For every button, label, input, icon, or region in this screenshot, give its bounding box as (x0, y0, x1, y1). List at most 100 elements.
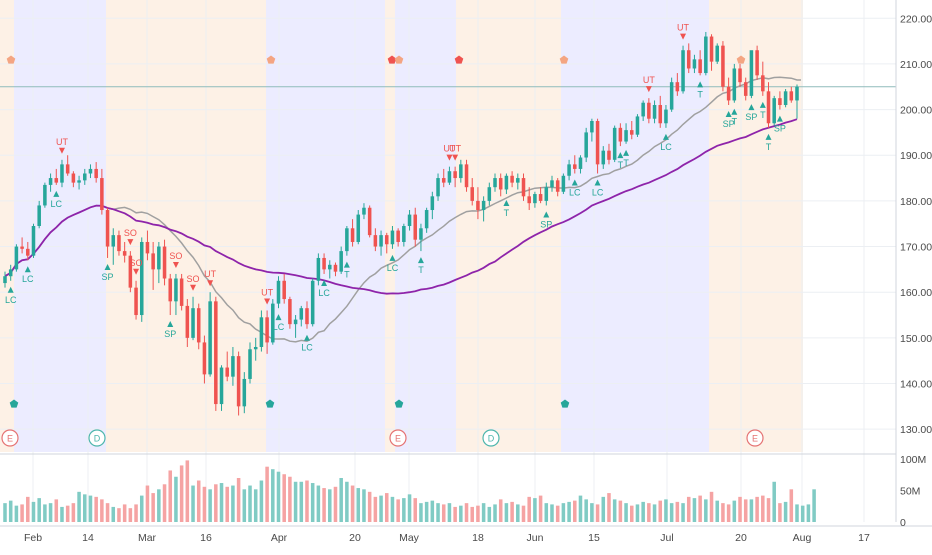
volume-bar-91 (521, 505, 526, 522)
candle-body-132 (755, 50, 759, 76)
volume-bar-0 (3, 503, 7, 522)
candle-body-51 (293, 319, 298, 325)
time-tick-label-12: Aug (793, 532, 812, 544)
candle-94 (538, 187, 543, 204)
volume-bar-92 (527, 496, 531, 522)
top-pentagon-marker-0 (6, 55, 16, 64)
candle-body-81 (464, 164, 469, 188)
candle-92 (527, 187, 531, 211)
volume-bar-130 (743, 499, 748, 522)
candle-body-26 (151, 253, 155, 270)
candle-37 (214, 296, 218, 411)
candle-47 (271, 299, 275, 345)
candle-body-2 (14, 246, 19, 270)
candle-body-115 (658, 105, 663, 124)
candle-body-92 (527, 196, 531, 204)
candle-57 (328, 260, 332, 279)
candle-body-25 (145, 241, 150, 254)
candle-body-43 (248, 349, 252, 379)
candle-body-101 (578, 157, 583, 169)
volume-bar-123 (704, 499, 708, 522)
signal-arrow-12 (275, 314, 282, 321)
candle-127 (726, 77, 731, 106)
event-label-3: D (488, 434, 495, 444)
candle-body-46 (265, 317, 269, 343)
candle-93 (533, 191, 537, 208)
candle-body-121 (692, 59, 697, 69)
volume-bar-10 (60, 506, 64, 522)
candle-79 (453, 166, 457, 188)
candle-body-45 (259, 317, 264, 347)
signal-arrow-16 (389, 254, 396, 261)
candle-body-75 (430, 196, 435, 211)
candle-134 (766, 82, 771, 128)
volume-bar-34 (196, 480, 201, 522)
volume-bar-142 (812, 489, 816, 522)
candle-39 (225, 351, 229, 382)
candle-76 (436, 173, 440, 201)
signal-arrow-18 (446, 154, 453, 161)
candle-body-80 (459, 164, 463, 179)
volume-bar-25 (145, 485, 150, 522)
candle-body-73 (419, 228, 423, 240)
candle-body-91 (521, 178, 526, 197)
candle-20 (117, 230, 121, 256)
volume-bar-35 (202, 486, 207, 522)
candle-body-71 (407, 214, 412, 226)
signal-arrow-28 (680, 33, 687, 40)
candle-body-128 (732, 68, 737, 101)
candle-body-66 (379, 235, 383, 247)
volume-bar-136 (778, 503, 782, 522)
signal-label-21: SP (540, 219, 552, 229)
event-circle-2 (389, 429, 407, 447)
candle-42 (242, 372, 247, 414)
candle-113 (647, 98, 651, 124)
candle-body-36 (208, 301, 212, 375)
candle-body-48 (276, 280, 281, 304)
volume-bar-84 (481, 503, 486, 522)
volume-bar-74 (424, 501, 429, 522)
candle-121 (692, 54, 697, 74)
candle-body-19 (111, 235, 116, 247)
signal-arrow-32 (748, 104, 755, 111)
time-tick-label-2: Mar (138, 532, 157, 544)
candle-body-55 (316, 257, 321, 281)
candle-body-44 (253, 346, 258, 350)
candle-body-109 (624, 130, 628, 142)
candle-body-93 (533, 194, 537, 204)
bottom-pentagon-marker-2 (394, 399, 404, 408)
volume-bar-139 (795, 504, 799, 522)
candle-body-11 (65, 164, 70, 174)
candle-95 (544, 182, 549, 206)
volume-bar-71 (407, 494, 412, 522)
candle-130 (743, 77, 748, 101)
volume-bar-52 (299, 481, 304, 522)
candle-80 (459, 159, 463, 183)
candle-body-3 (20, 246, 24, 249)
candle-110 (629, 120, 634, 140)
candle-body-124 (709, 36, 714, 62)
session-band-1 (14, 0, 106, 452)
volume-bar-89 (510, 501, 514, 522)
candle-123 (704, 31, 708, 76)
candle-body-111 (635, 116, 640, 135)
candle-119 (681, 45, 685, 94)
volume-bar-37 (214, 484, 218, 522)
volume-bar-99 (567, 501, 571, 522)
candle-10 (60, 159, 64, 188)
candle-58 (333, 262, 338, 277)
candle-116 (664, 105, 668, 128)
candle-120 (686, 43, 691, 74)
signal-arrow-9 (190, 284, 197, 291)
candle-112 (641, 100, 645, 121)
candle-27 (157, 241, 161, 284)
signal-label-8: SO (169, 251, 182, 261)
candle-13 (77, 175, 81, 190)
volume-bar-81 (464, 503, 469, 522)
price-tick-label-1: 140.00 (900, 379, 932, 391)
volume-bar-59 (339, 478, 343, 522)
bottom-pentagon-marker-0 (9, 399, 19, 408)
candle-body-116 (664, 109, 668, 124)
volume-bar-44 (253, 489, 258, 522)
candle-101 (578, 155, 583, 174)
